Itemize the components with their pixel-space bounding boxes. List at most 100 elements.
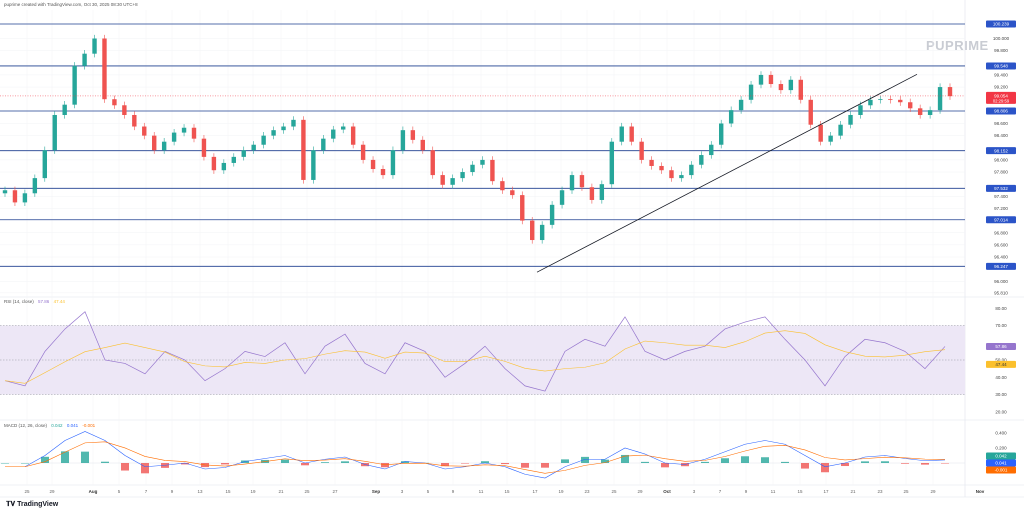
- macd-histogram-bar: [941, 463, 949, 464]
- x-tick-label: Sep: [372, 489, 381, 494]
- candle-body: [888, 99, 893, 101]
- x-tick-label: 29: [930, 489, 936, 494]
- macd-histogram-bar: [721, 458, 729, 463]
- candle-body: [719, 123, 724, 145]
- candle-body: [490, 159, 495, 182]
- macd-histogram-bar: [61, 451, 69, 463]
- level-badge: [986, 184, 1016, 192]
- candle-body: [758, 74, 764, 85]
- candle-body: [161, 141, 167, 151]
- macd-histogram-bar: [301, 463, 309, 466]
- candle-body: [828, 135, 833, 142]
- level-badge-label: 96.247: [994, 264, 1008, 269]
- signal-line: [5, 441, 946, 474]
- candle-body: [42, 150, 47, 179]
- candle-body: [92, 38, 97, 54]
- macd-histogram-bar: [881, 461, 889, 463]
- macd-histogram-bar: [501, 463, 509, 465]
- price-axis-label: 99.800: [994, 48, 1008, 53]
- rsi-axis-label: 20.00: [995, 409, 1007, 414]
- candle-body: [341, 126, 346, 130]
- signal-badge: [986, 466, 1016, 474]
- x-tick-label: 15: [797, 489, 803, 494]
- x-tick-label: 15: [225, 489, 231, 494]
- candle-body: [171, 132, 177, 142]
- candle-body: [380, 169, 386, 176]
- rsi-legend-title: RSI (14, close): [4, 299, 34, 304]
- candle-body: [22, 193, 28, 203]
- x-tick-label: 19: [250, 489, 256, 494]
- macd-badge: [986, 459, 1016, 467]
- candle-body: [898, 99, 903, 103]
- macd-histogram-bar: [481, 461, 489, 463]
- price-axis-label: 98.600: [994, 121, 1008, 126]
- candle-body: [937, 87, 943, 111]
- tradingview-brand[interactable]: 𝐓𝐕 TradingView: [6, 501, 58, 509]
- candle-body: [430, 150, 435, 176]
- candle-body: [191, 127, 197, 139]
- level-badge-label: 98.806: [994, 109, 1008, 114]
- rsi-badge: [986, 342, 1016, 350]
- macd-histogram-bar: [101, 461, 109, 463]
- rsi-legend: RSI (14, close) 57.86 47.44: [4, 299, 68, 304]
- x-tick-label: 9: [745, 489, 748, 494]
- candle-body: [629, 126, 634, 142]
- rsi-axis-label: 50.00: [995, 358, 1007, 363]
- candle-body: [679, 175, 684, 179]
- candle-body: [579, 175, 585, 188]
- level-badge-label: 100.239: [993, 22, 1010, 27]
- price-axis-label: 98.400: [994, 133, 1008, 138]
- macd-histogram-bar: [901, 463, 909, 464]
- candle-body: [261, 135, 266, 145]
- macd-histogram-bar: [321, 462, 329, 463]
- level-badge: [986, 62, 1016, 70]
- candle-body: [390, 150, 396, 176]
- candle-body: [748, 84, 754, 100]
- candle-body: [868, 99, 873, 106]
- level-badge: [986, 147, 1016, 155]
- macd-histogram-bar: [461, 463, 469, 464]
- x-tick-label: 19: [558, 489, 564, 494]
- x-tick-label: 21: [278, 489, 284, 494]
- candle-body: [321, 138, 326, 151]
- x-tick-label: 17: [532, 489, 538, 494]
- macd-histogram-bar: [581, 456, 589, 463]
- candle-body: [460, 172, 465, 179]
- macd-histogram-bar: [521, 463, 529, 468]
- macd-legend-title: MACD (12, 26, close): [4, 423, 48, 428]
- candle-body: [291, 119, 296, 127]
- macd-histogram-bar: [181, 463, 189, 465]
- level-badge: [986, 20, 1016, 28]
- x-tick-label: 23: [877, 489, 883, 494]
- candle-body: [649, 159, 654, 166]
- x-tick-label: 9: [452, 489, 455, 494]
- bar-countdown: 02:29:59: [993, 98, 1010, 103]
- candle-body: [788, 79, 794, 91]
- rsi-line: [4, 311, 946, 392]
- candle-body: [778, 84, 784, 91]
- macd-hist-badge: [986, 452, 1016, 460]
- x-tick-label: 7: [719, 489, 722, 494]
- candle-body: [142, 126, 147, 136]
- price-axis-label: 96.000: [994, 279, 1008, 284]
- candle-body: [480, 159, 485, 165]
- rsi-axis-label: 30.00: [995, 392, 1007, 397]
- macd-histogram-bar: [541, 463, 549, 468]
- puprime-watermark: PUPRIME: [926, 38, 989, 53]
- candle-body: [181, 127, 187, 133]
- x-tick-label: 11: [771, 489, 776, 494]
- candle-body: [669, 170, 674, 179]
- candle-body: [858, 105, 863, 115]
- candle-body: [908, 102, 913, 109]
- candle-body: [470, 164, 475, 173]
- macd-histogram-bar: [401, 461, 409, 463]
- candle-body: [530, 220, 535, 241]
- x-tick-label: 23: [584, 489, 590, 494]
- candle-body: [947, 87, 953, 97]
- candle-body: [738, 99, 744, 111]
- candle-body: [12, 190, 18, 203]
- x-tick-label: 3: [693, 489, 696, 494]
- macd-badge-label: -0.001: [995, 468, 1008, 473]
- candle-body: [82, 53, 87, 66]
